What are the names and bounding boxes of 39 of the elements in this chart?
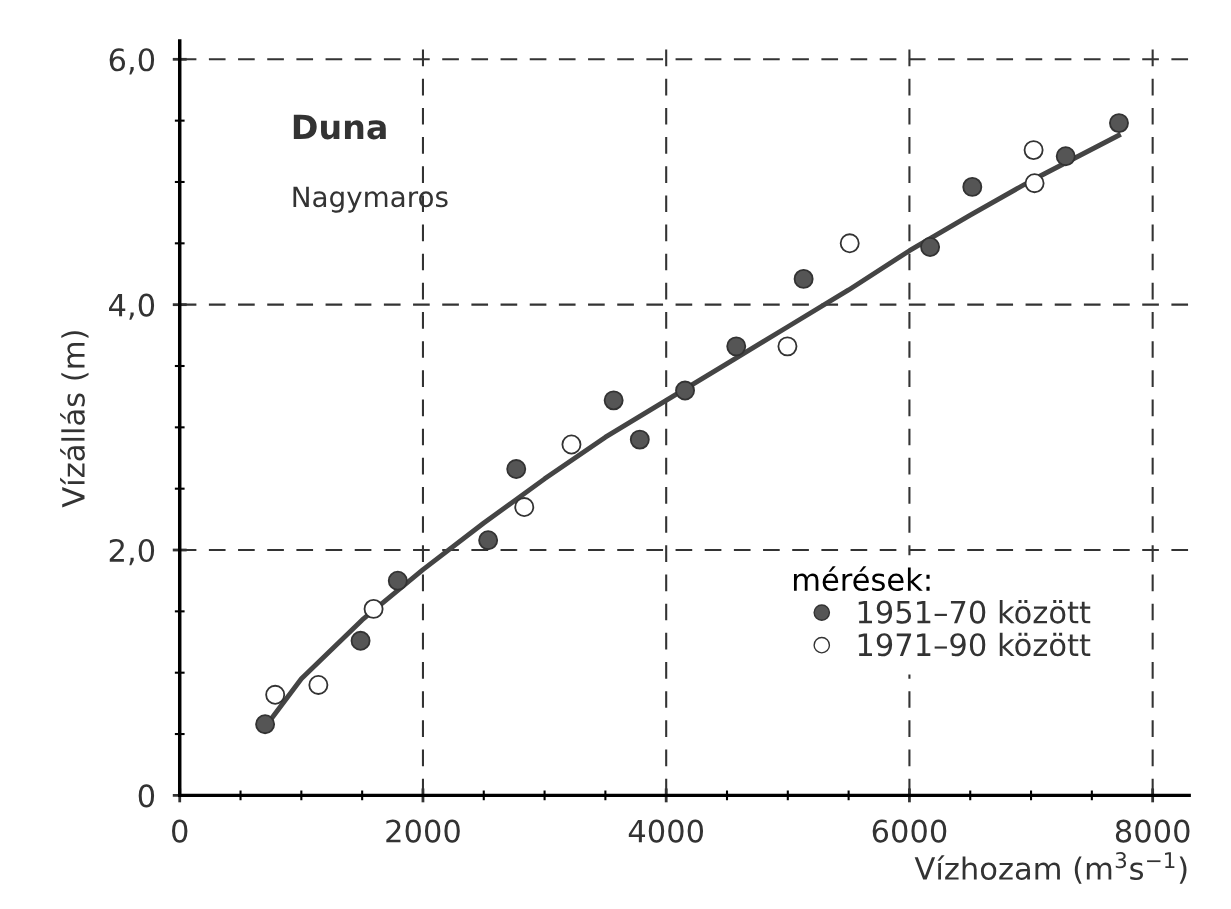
point: [514, 497, 535, 518]
point: [920, 237, 941, 257]
point: [793, 268, 814, 289]
x-tick-label: 2000: [386, 819, 460, 843]
point: [629, 429, 650, 450]
point: [1055, 146, 1076, 167]
x-tick-label: 4000: [628, 819, 704, 843]
x-tick-label: 8000: [1115, 819, 1190, 843]
point: [839, 233, 860, 254]
point: [265, 684, 286, 705]
point: [1023, 140, 1044, 161]
legend-title: mérések:: [793, 566, 930, 592]
x-tick-label: 0: [172, 819, 188, 843]
y-tick-label: 2,0: [109, 538, 155, 566]
point: [308, 675, 329, 695]
text: Nagymaros: [293, 186, 448, 213]
text: Duna: [293, 114, 386, 140]
legend-label: 1971–90 között: [858, 632, 1091, 657]
point: [1024, 173, 1045, 194]
point: [603, 390, 624, 411]
point: [561, 434, 582, 455]
point: [478, 530, 499, 551]
point: [350, 630, 371, 651]
point: [726, 336, 747, 357]
y-tick-label: 6,0: [109, 48, 155, 75]
x-tick-label: 6000: [872, 819, 947, 843]
y-tick-label: 4,0: [109, 293, 155, 320]
point: [675, 380, 696, 401]
legend-label: 1951–70 között: [858, 600, 1091, 624]
point: [962, 176, 983, 197]
y-tick-label: 0: [138, 784, 155, 808]
point: [1109, 113, 1129, 134]
point: [387, 570, 408, 591]
point: [777, 336, 798, 357]
x-axis-title: Vízhozam (m$^{3}$s$^{−1}$): [914, 852, 1187, 884]
point: [506, 459, 527, 480]
point: [363, 598, 384, 619]
y-axis-title: Vízállás (m): [60, 331, 89, 508]
point: [255, 714, 276, 735]
